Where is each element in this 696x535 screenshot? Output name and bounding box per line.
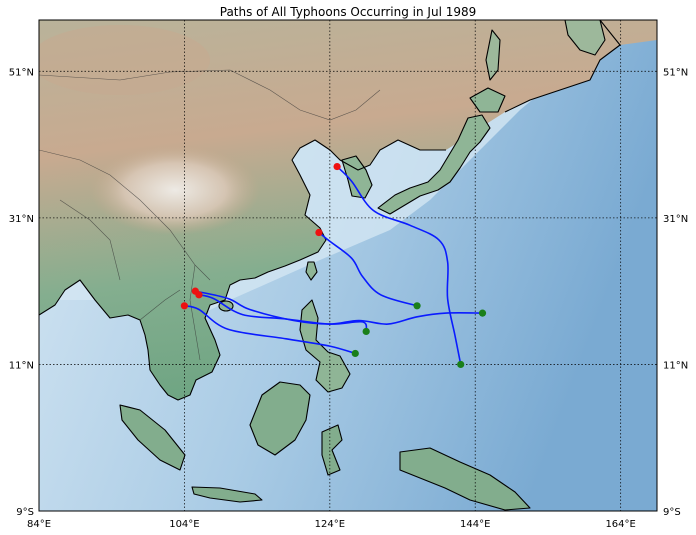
map-frame bbox=[38, 19, 658, 512]
y-tick-label-right: 9°S bbox=[663, 507, 681, 518]
x-tick-label: 164°E bbox=[605, 519, 635, 530]
typhoon-tracks bbox=[183, 165, 484, 366]
y-tick-label-right: 31°N bbox=[663, 214, 688, 225]
x-axis: 84°E 104°E 124°E 144°E 164°E bbox=[27, 519, 636, 530]
y-axis-right: 9°S 11°N 31°N 51°N bbox=[663, 67, 688, 518]
y-tick-label-right: 11°N bbox=[663, 360, 688, 371]
y-tick-label-left: 9°S bbox=[16, 507, 34, 518]
typhoon-end-point bbox=[195, 291, 203, 299]
highland-north bbox=[39, 25, 210, 95]
landmass-korea bbox=[342, 156, 372, 198]
tibetan-plateau bbox=[90, 145, 260, 235]
typhoon-end-point bbox=[315, 228, 323, 237]
x-tick-label: 104°E bbox=[169, 519, 199, 530]
y-tick-label-left: 31°N bbox=[9, 214, 34, 225]
x-tick-label: 84°E bbox=[27, 519, 51, 530]
typhoon-track bbox=[336, 165, 462, 366]
typhoon-end-point bbox=[180, 302, 189, 310]
typhoon-track bbox=[318, 231, 418, 307]
landmass-new-guinea bbox=[400, 448, 530, 510]
y-axis-left: 9°S 11°N 31°N 51°N bbox=[9, 67, 34, 518]
typhoon-track bbox=[198, 294, 368, 333]
graticule bbox=[39, 20, 657, 511]
map-area bbox=[39, 20, 657, 511]
landmass-java bbox=[192, 487, 262, 502]
map-title: Paths of All Typhoons Occurring in Jul 1… bbox=[220, 5, 477, 19]
x-tick-label: 144°E bbox=[460, 519, 490, 530]
landmass-sumatra bbox=[120, 405, 185, 470]
x-tick-label: 124°E bbox=[315, 519, 345, 530]
country-borders bbox=[39, 69, 381, 361]
typhoon-markers bbox=[180, 162, 487, 369]
coastlines bbox=[39, 20, 621, 511]
typhoon-genesis-point bbox=[351, 349, 359, 358]
landmass-asia bbox=[39, 20, 657, 400]
landmass-hokkaido bbox=[470, 88, 505, 112]
landmass-kamchatka bbox=[565, 20, 605, 55]
typhoon-genesis-point bbox=[457, 360, 465, 369]
y-tick-label-right: 51°N bbox=[663, 67, 688, 78]
landmass-borneo bbox=[250, 382, 310, 455]
y-tick-label-left: 11°N bbox=[9, 360, 34, 371]
typhoon-genesis-point bbox=[362, 327, 370, 336]
typhoon-track bbox=[183, 305, 357, 355]
typhoon-end-point bbox=[333, 162, 341, 171]
landmass-japan bbox=[378, 115, 490, 214]
typhoon-genesis-point bbox=[478, 309, 487, 317]
typhoon-track bbox=[194, 290, 484, 325]
y-tick-label-left: 51°N bbox=[9, 67, 34, 78]
typhoon-genesis-point bbox=[413, 302, 421, 310]
